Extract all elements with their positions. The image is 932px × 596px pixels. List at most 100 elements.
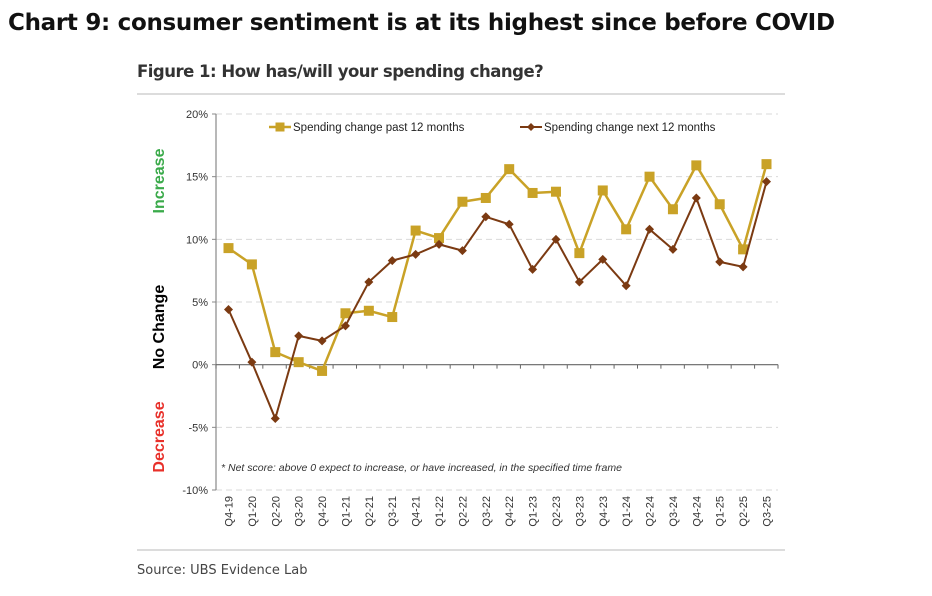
next-12m-point — [224, 305, 233, 315]
y-tick-label: 0% — [192, 360, 208, 372]
x-tick-label: Q1-22 — [434, 496, 446, 527]
next-12m-point — [645, 224, 655, 234]
x-tick-label: Q1-21 — [340, 496, 352, 527]
next-12m-point — [551, 234, 561, 244]
legend-item-next: Spending change next 12 months — [520, 122, 716, 134]
y-tick-label: -10% — [182, 485, 208, 497]
past-12m-point — [270, 347, 281, 358]
next-12m-point — [621, 281, 631, 291]
headline: Chart 9: consumer sentiment is at its hi… — [8, 10, 835, 36]
x-tick-label: Q4-20 — [317, 496, 329, 527]
past-12m-point — [714, 199, 725, 210]
x-tick-label: Q2-25 — [738, 496, 750, 527]
past-12m-point — [504, 164, 515, 175]
past-12m-point — [457, 196, 468, 207]
legend-past-marker — [275, 122, 285, 132]
figure-title: Figure 1: How has/will your spending cha… — [137, 62, 544, 81]
x-tick-label: Q1-24 — [621, 496, 633, 527]
x-tick-label: Q1-25 — [715, 496, 727, 527]
next-12m-point — [738, 262, 748, 272]
next-12m-point — [598, 254, 608, 264]
next-12m-point — [317, 336, 327, 346]
series-lines — [223, 159, 772, 424]
x-tick-label: Q1-23 — [528, 496, 540, 527]
past-12m-point — [293, 357, 304, 368]
source-note: Source: UBS Evidence Lab — [137, 563, 308, 578]
next-12m-point — [364, 277, 374, 287]
legend-next-label: Spending change next 12 months — [544, 122, 716, 134]
legend-next-marker — [527, 123, 535, 131]
y-tick-label: 10% — [186, 234, 208, 246]
x-tick-label: Q3-25 — [762, 496, 774, 527]
past-12m-point — [738, 244, 749, 255]
x-tick-label: Q2-22 — [457, 496, 469, 527]
next-12m-point — [762, 177, 771, 187]
side-labels: Increase No Change Decrease — [151, 148, 168, 472]
x-tick-label: Q4-21 — [411, 496, 423, 527]
next-12m-point — [528, 264, 538, 274]
next-12m-point — [411, 249, 421, 259]
past-12m-point — [574, 248, 585, 259]
top-rule — [137, 93, 785, 95]
y-tick-labels: 20% 15% 10% 5% 0% -5% -10% — [182, 109, 208, 497]
x-tick-label: Q3-20 — [294, 496, 306, 527]
past-12m-point — [246, 259, 257, 270]
next-12m-point — [434, 239, 444, 249]
next-12m-point — [247, 357, 257, 367]
past-12m-point — [550, 186, 561, 197]
next-12m-point — [270, 414, 280, 424]
x-tick-label: Q2-21 — [364, 496, 376, 527]
y-tick-label: 5% — [192, 297, 208, 309]
next-12m-point — [574, 277, 584, 287]
x-tick-label: Q2-24 — [645, 496, 657, 527]
x-tick-label: Q4-23 — [598, 496, 610, 527]
past-12m-point — [480, 192, 491, 203]
next-12m-point — [294, 331, 304, 341]
next-12m-point — [668, 244, 678, 254]
past-12m-point — [340, 308, 351, 319]
next-12m-point — [457, 246, 467, 256]
past-12m-line — [227, 163, 768, 373]
bottom-rule — [137, 549, 785, 551]
gridlines — [212, 113, 778, 491]
legend-item-past: Spending change past 12 months — [269, 122, 465, 134]
net-score-note: * Net score: above 0 expect to increase,… — [221, 462, 622, 474]
past-12m-point — [527, 187, 538, 198]
next-12m-point — [715, 257, 725, 267]
past-12m-point — [410, 225, 421, 236]
x-tick-label: Q4-24 — [691, 496, 703, 527]
y-tick-label: 20% — [186, 109, 208, 121]
y-tick-label: -5% — [188, 422, 208, 434]
x-tick-label: Q3-24 — [668, 496, 680, 527]
next-12m-point — [387, 256, 397, 266]
increase-label: Increase — [151, 148, 168, 213]
next-12m-point — [340, 321, 350, 331]
y-tick-label: 15% — [186, 172, 208, 184]
legend-past-label: Spending change past 12 months — [293, 122, 465, 134]
past-12m-point — [691, 160, 702, 171]
next-12m-point — [691, 193, 701, 203]
past-12m-point — [223, 243, 234, 254]
next-12m-point — [504, 219, 514, 229]
next-12m-point — [481, 212, 491, 222]
x-tick-label: Q3-23 — [574, 496, 586, 527]
past-12m-point — [597, 185, 608, 196]
past-12m-point — [761, 159, 772, 170]
past-12m-point — [621, 224, 632, 235]
x-tick-label: Q3-21 — [387, 496, 399, 527]
decrease-label: Decrease — [151, 401, 168, 472]
x-tick-labels: Q4-19 Q1-20 Q2-20 Q3-20 Q4-20 Q1-21 Q2-21 Q3-21… — [224, 496, 774, 527]
x-tick-label: Q4-19 — [224, 496, 236, 527]
x-tick-label: Q3-22 — [481, 496, 493, 527]
legend: Spending change past 12 months Spending … — [269, 122, 716, 134]
next-12m-line — [227, 181, 768, 420]
x-tick-label: Q2-23 — [551, 496, 563, 527]
past-12m-point — [387, 312, 398, 323]
past-12m-point — [317, 365, 328, 376]
past-12m-point — [434, 233, 445, 244]
x-tick-label: Q4-22 — [504, 496, 516, 527]
past-12m-point — [667, 204, 678, 215]
x-tick-label: Q2-20 — [270, 496, 282, 527]
no-change-label: No Change — [151, 285, 168, 370]
